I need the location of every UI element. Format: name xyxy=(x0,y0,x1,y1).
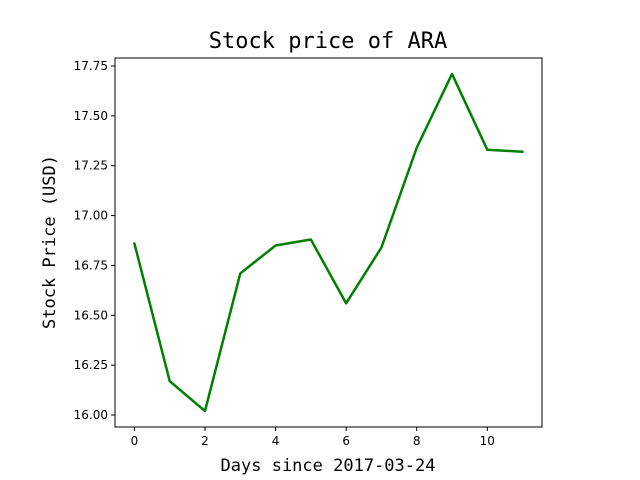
x-tick-label: 2 xyxy=(201,434,209,448)
y-tick-label: 16.25 xyxy=(74,358,108,372)
plot-frame xyxy=(114,57,543,428)
x-axis: 0 2 4 6 8 10 xyxy=(131,427,495,448)
y-tick-label: 17.75 xyxy=(74,59,108,73)
series-group xyxy=(133,72,524,413)
x-tick-label: 4 xyxy=(272,434,280,448)
x-tick-label: 0 xyxy=(131,434,139,448)
y-axis-label: Stock Price (USD) xyxy=(40,155,60,329)
y-tick-label: 17.25 xyxy=(74,159,108,173)
chart-title: Stock price of ARA xyxy=(209,29,447,54)
series-line-0 xyxy=(133,72,524,413)
x-tick-label: 8 xyxy=(413,434,421,448)
y-tick-label: 16.00 xyxy=(74,408,108,422)
x-tick-label: 10 xyxy=(480,434,495,448)
plot-area: 16.00 16.25 16.50 16.75 17.00 17.25 17.50 17.75… xyxy=(74,57,543,448)
y-tick-label: 17.50 xyxy=(74,109,108,123)
y-tick-label: 16.50 xyxy=(74,308,108,322)
x-axis-label: Days since 2017-03-24 xyxy=(221,456,436,476)
x-tick-label: 6 xyxy=(342,434,350,448)
y-tick-label: 16.75 xyxy=(74,258,108,272)
y-axis: 16.00 16.25 16.50 16.75 17.00 17.25 17.50 17.75 xyxy=(74,59,115,422)
y-tick-label: 17.00 xyxy=(74,209,108,223)
